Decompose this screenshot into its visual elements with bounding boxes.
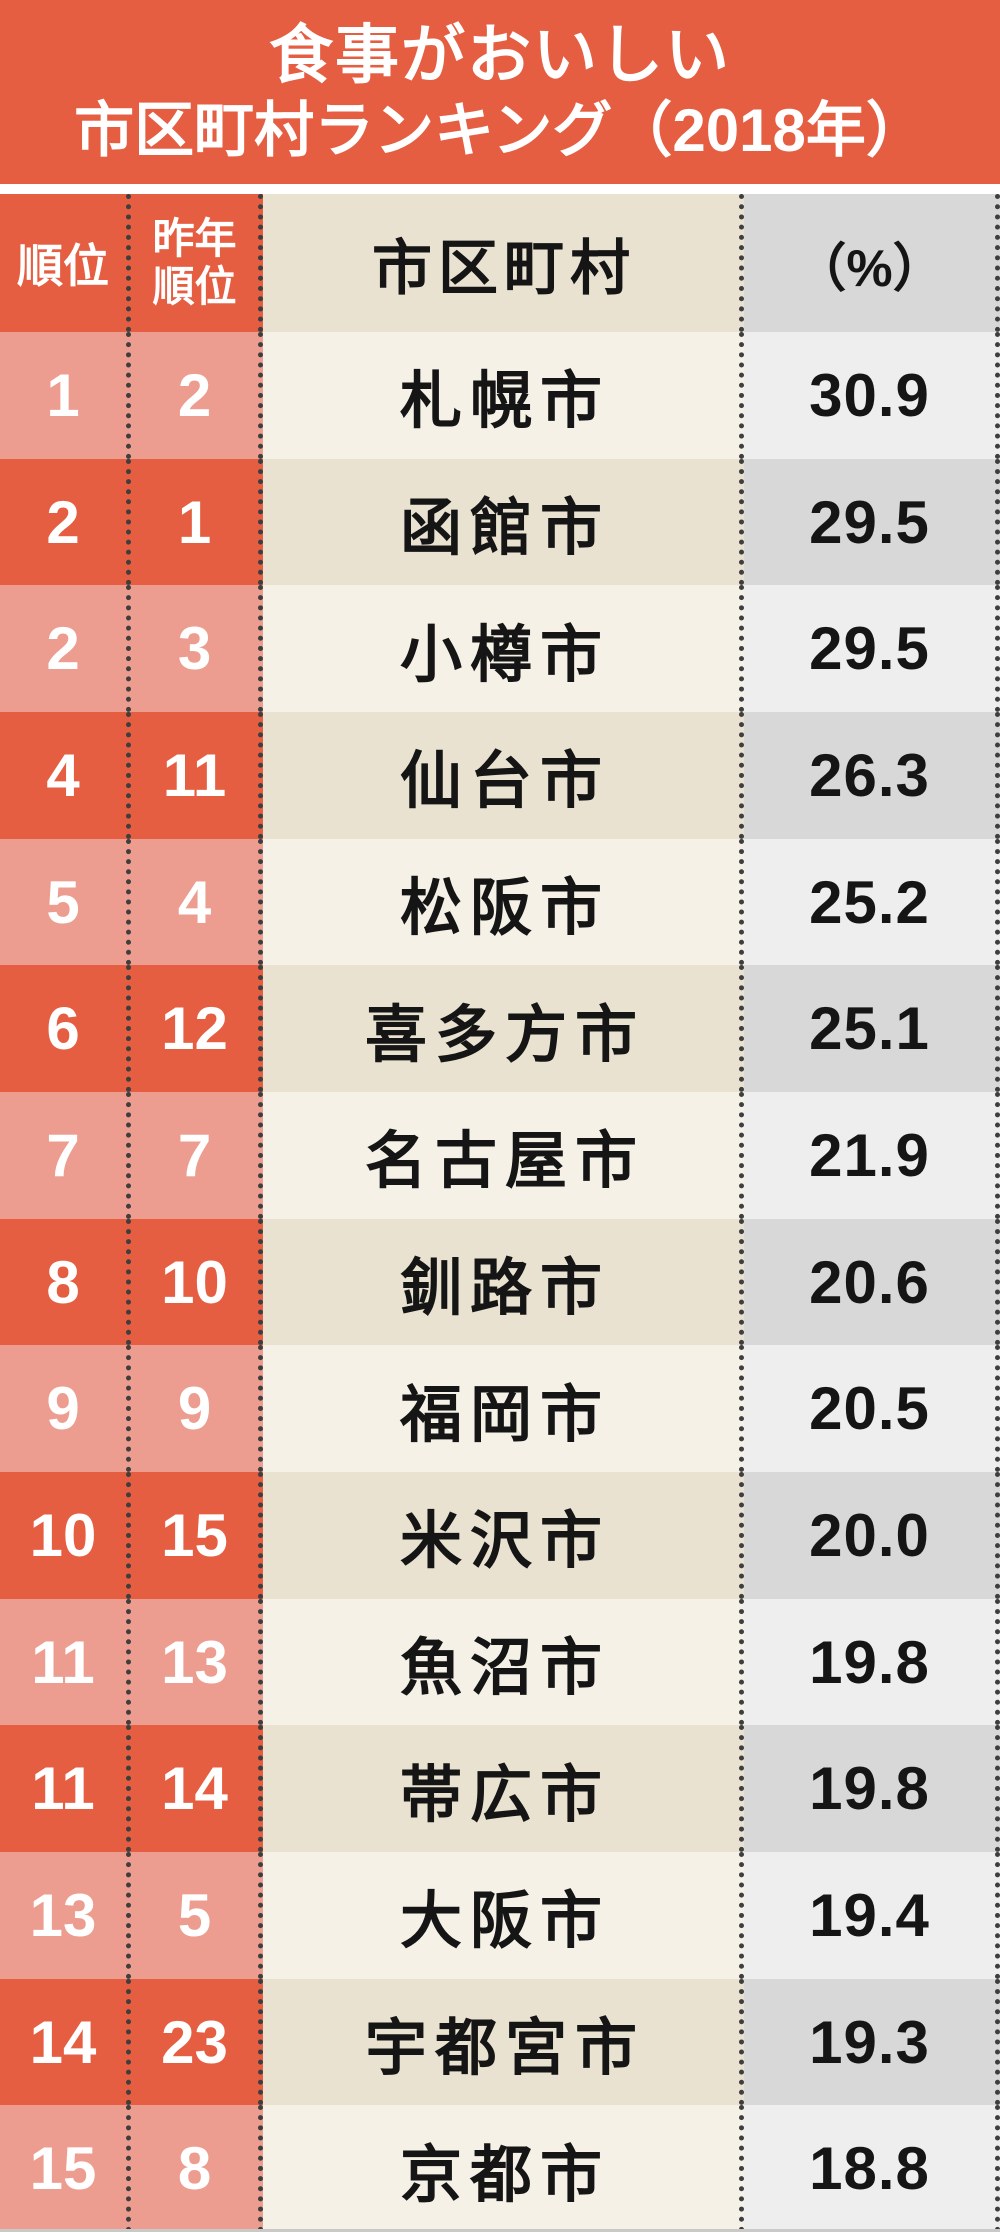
city-cell: 帯広市 [263, 1725, 744, 1853]
table-row: 15 8 京都市 18.8 [0, 2105, 1000, 2232]
header-rank: 順位 [0, 194, 131, 332]
header-prev-rank: 昨年 順位 [131, 194, 263, 332]
prev-rank-cell: 11 [131, 712, 263, 839]
percent-cell: 19.8 [744, 1725, 1000, 1853]
percent-cell: 26.3 [744, 712, 1000, 839]
rank-cell: 11 [0, 1598, 131, 1726]
rank-cell: 2 [0, 585, 131, 713]
prev-rank-cell: 23 [131, 1978, 263, 2106]
city-cell: 喜多方市 [263, 965, 744, 1093]
city-cell: 松阪市 [263, 838, 744, 966]
prev-rank-cell: 3 [131, 585, 263, 713]
table-row: 10 15 米沢市 20.0 [0, 1472, 1000, 1599]
city-cell: 函館市 [263, 458, 744, 586]
header-prev-rank-line2: 順位 [152, 263, 237, 310]
percent-cell: 18.8 [744, 2105, 1000, 2232]
rank-cell: 6 [0, 965, 131, 1093]
rank-cell: 14 [0, 1978, 131, 2106]
percent-cell: 21.9 [744, 1092, 1000, 1219]
title-divider [0, 184, 1000, 194]
percent-cell: 20.6 [744, 1218, 1000, 1346]
table-row: 11 13 魚沼市 19.8 [0, 1598, 1000, 1726]
rank-cell: 2 [0, 458, 131, 586]
prev-rank-cell: 10 [131, 1218, 263, 1346]
prev-rank-cell: 4 [131, 838, 263, 966]
rank-cell: 7 [0, 1092, 131, 1219]
city-cell: 札幌市 [263, 332, 744, 459]
percent-cell: 20.5 [744, 1345, 1000, 1473]
prev-rank-cell: 2 [131, 332, 263, 459]
prev-rank-cell: 13 [131, 1598, 263, 1726]
header-prev-rank-line1: 昨年 [152, 215, 237, 262]
table-row: 5 4 松阪市 25.2 [0, 838, 1000, 966]
table-row: 11 14 帯広市 19.8 [0, 1725, 1000, 1853]
bottom-edge [0, 2229, 1000, 2232]
percent-cell: 25.1 [744, 965, 1000, 1093]
prev-rank-cell: 7 [131, 1092, 263, 1219]
table-row: 8 10 釧路市 20.6 [0, 1218, 1000, 1346]
percent-cell: 29.5 [744, 458, 1000, 586]
table-body: 1 2 札幌市 30.9 2 1 函館市 29.5 2 3 小樽市 29.5 4… [0, 332, 1000, 2232]
prev-rank-cell: 9 [131, 1345, 263, 1473]
city-cell: 小樽市 [263, 585, 744, 713]
city-cell: 名古屋市 [263, 1092, 744, 1219]
ranking-table: 順位 昨年 順位 市区町村 （%） 1 2 札幌市 30.9 2 1 函館市 2… [0, 194, 1000, 2232]
table-row: 2 3 小樽市 29.5 [0, 585, 1000, 713]
table-row: 13 5 大阪市 19.4 [0, 1852, 1000, 1979]
title-line-1: 食事がおいしい [269, 19, 731, 91]
title-banner: 食事がおいしい 市区町村ランキング（2018年） [0, 0, 1000, 184]
city-cell: 宇都宮市 [263, 1978, 744, 2106]
city-cell: 釧路市 [263, 1218, 744, 1346]
table-row: 14 23 宇都宮市 19.3 [0, 1978, 1000, 2106]
table-row: 7 7 名古屋市 21.9 [0, 1092, 1000, 1219]
title-line-2: 市区町村ランキング（2018年） [74, 97, 926, 164]
table-row: 4 11 仙台市 26.3 [0, 712, 1000, 839]
percent-cell: 19.3 [744, 1978, 1000, 2106]
rank-cell: 9 [0, 1345, 131, 1473]
header-percent: （%） [744, 194, 1000, 332]
table-row: 6 12 喜多方市 25.1 [0, 965, 1000, 1093]
percent-cell: 20.0 [744, 1472, 1000, 1599]
header-city: 市区町村 [263, 194, 744, 332]
percent-cell: 19.8 [744, 1598, 1000, 1726]
prev-rank-cell: 5 [131, 1852, 263, 1979]
rank-cell: 1 [0, 332, 131, 459]
city-cell: 米沢市 [263, 1472, 744, 1599]
prev-rank-cell: 12 [131, 965, 263, 1093]
rank-cell: 8 [0, 1218, 131, 1346]
city-cell: 福岡市 [263, 1345, 744, 1473]
rank-cell: 10 [0, 1472, 131, 1599]
rank-cell: 15 [0, 2105, 131, 2232]
table-row: 1 2 札幌市 30.9 [0, 332, 1000, 459]
rank-cell: 11 [0, 1725, 131, 1853]
header-row: 順位 昨年 順位 市区町村 （%） [0, 194, 1000, 332]
prev-rank-cell: 1 [131, 458, 263, 586]
rank-cell: 4 [0, 712, 131, 839]
percent-cell: 25.2 [744, 838, 1000, 966]
prev-rank-cell: 15 [131, 1472, 263, 1599]
prev-rank-cell: 8 [131, 2105, 263, 2232]
city-cell: 魚沼市 [263, 1598, 744, 1726]
rank-cell: 13 [0, 1852, 131, 1979]
percent-cell: 29.5 [744, 585, 1000, 713]
table-row: 2 1 函館市 29.5 [0, 458, 1000, 586]
prev-rank-cell: 14 [131, 1725, 263, 1853]
rank-cell: 5 [0, 838, 131, 966]
city-cell: 仙台市 [263, 712, 744, 839]
percent-cell: 30.9 [744, 332, 1000, 459]
percent-cell: 19.4 [744, 1852, 1000, 1979]
city-cell: 京都市 [263, 2105, 744, 2232]
table-row: 9 9 福岡市 20.5 [0, 1345, 1000, 1473]
city-cell: 大阪市 [263, 1852, 744, 1979]
